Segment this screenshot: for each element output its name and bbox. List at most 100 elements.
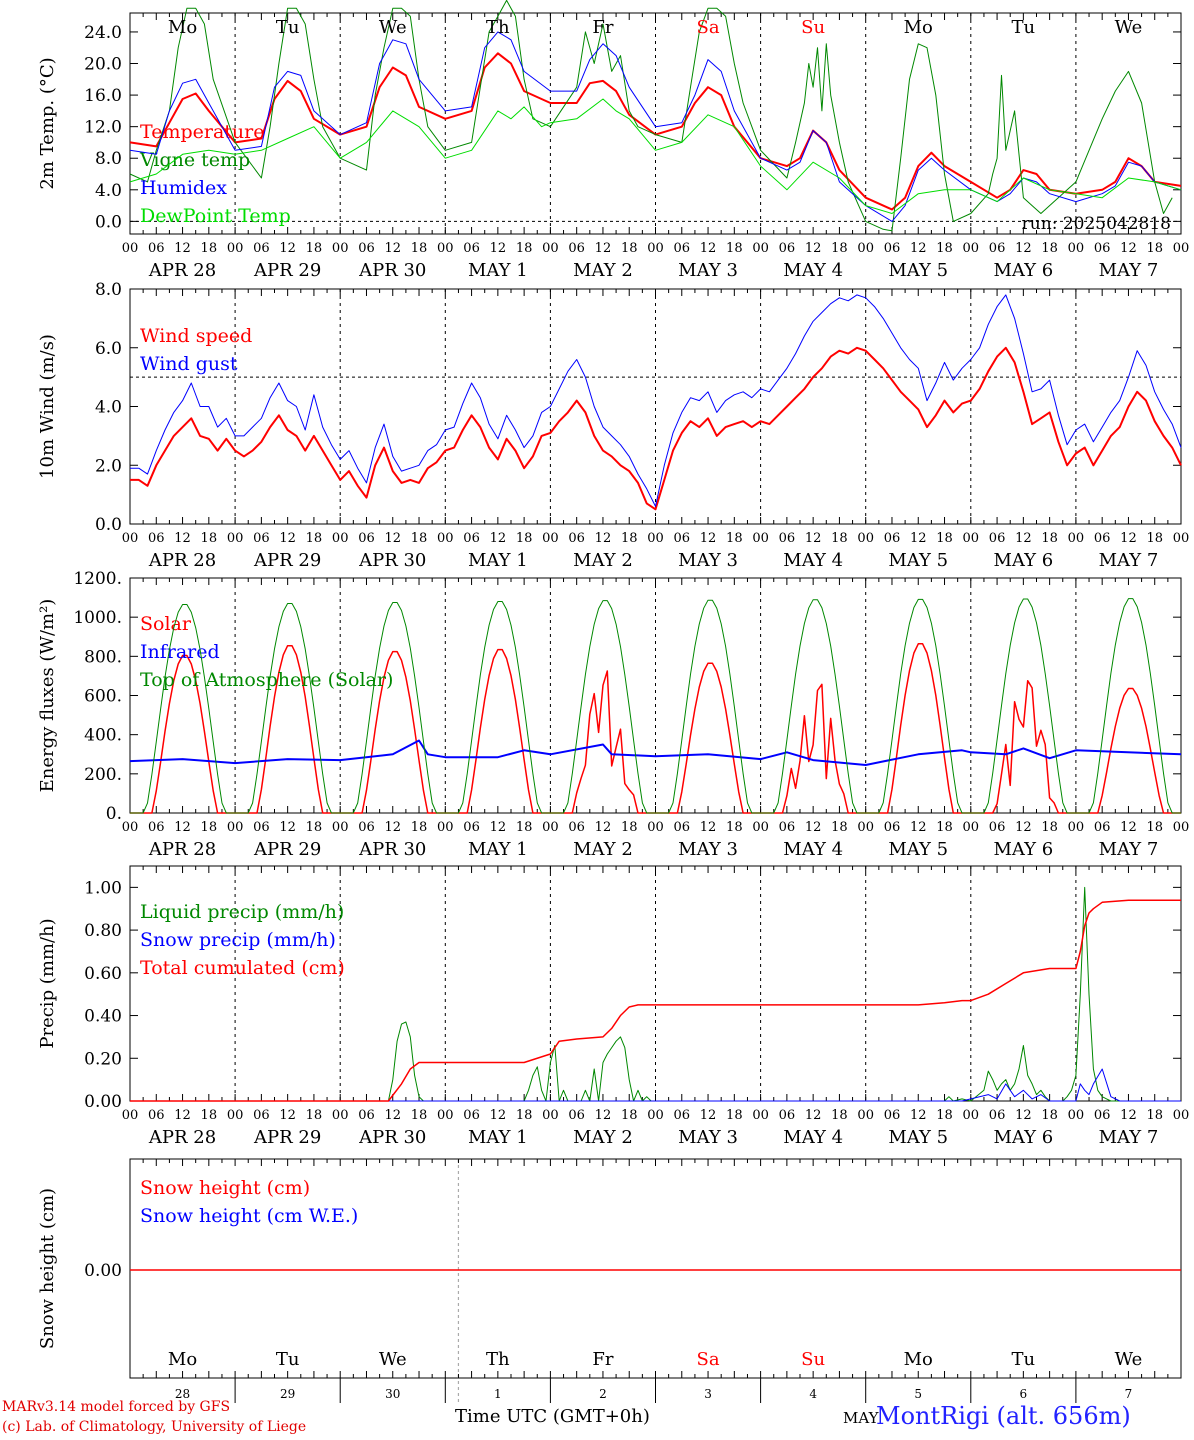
- wind-legend-0: Wind speed: [140, 325, 252, 347]
- precip-hour-label: 00: [1068, 1108, 1085, 1123]
- wind-hour-label: 18: [201, 531, 218, 546]
- wind-date-label: MAY 1: [468, 550, 528, 571]
- wind-ytick-label: 0.0: [95, 515, 122, 535]
- wind-hour-label: 12: [1015, 531, 1032, 546]
- energy-hour-label: 12: [1120, 820, 1137, 835]
- wind-date-label: MAY 6: [993, 550, 1053, 571]
- precip-hour-label: 00: [647, 1108, 664, 1123]
- precip-hour-label: 00: [857, 1108, 874, 1123]
- energy-hour-label: 18: [621, 820, 638, 835]
- wind-hour-label: 18: [1146, 531, 1163, 546]
- energy-ytick-label: 1000.: [73, 608, 122, 628]
- energy-hour-label: 12: [490, 820, 507, 835]
- snow-day-name: Mo: [168, 1349, 197, 1370]
- precip-hour-label: 06: [884, 1108, 901, 1123]
- precip-legend-2: Total cumulated (cm): [140, 957, 345, 979]
- temp-hour-label: 00: [857, 241, 874, 256]
- precip-hour-label: 00: [1173, 1108, 1190, 1123]
- temp-hour-label: 00: [647, 241, 664, 256]
- temp-legend-0: Temperature: [140, 121, 264, 143]
- snow-day-name: We: [1115, 1349, 1143, 1370]
- precip-date-label: MAY 3: [678, 1127, 738, 1148]
- wind-hour-label: 06: [253, 531, 270, 546]
- energy-hour-label: 12: [595, 820, 612, 835]
- energy-hour-label: 06: [674, 820, 691, 835]
- precip-date-label: MAY 2: [573, 1127, 633, 1148]
- precip-hour-label: 18: [516, 1108, 533, 1123]
- temp-date-label: APR 29: [253, 260, 321, 281]
- precip-hour-label: 12: [490, 1108, 507, 1123]
- precip-ytick-label: 0.20: [84, 1049, 122, 1069]
- energy-date-label: MAY 7: [1099, 839, 1159, 860]
- wind-hour-label: 06: [989, 531, 1006, 546]
- temp-hour-label: 06: [463, 241, 480, 256]
- precip-hour-label: 18: [726, 1108, 743, 1123]
- temp-ytick-label: 12.0: [84, 118, 122, 138]
- temp-series-2: [129, 31, 1182, 222]
- energy-hour-label: 12: [910, 820, 927, 835]
- energy-date-label: APR 30: [358, 839, 426, 860]
- precip-hour-label: 12: [1015, 1108, 1032, 1123]
- wind-hour-label: 06: [148, 531, 165, 546]
- precip-hour-label: 00: [963, 1108, 980, 1123]
- temp-hour-label: 12: [279, 241, 296, 256]
- temp-date-label: MAY 4: [783, 260, 843, 281]
- temp-hour-label: 18: [306, 241, 323, 256]
- energy-hour-label: 06: [253, 820, 270, 835]
- energy-date-label: MAY 1: [468, 839, 528, 860]
- wind-legend-1: Wind gust: [140, 353, 238, 375]
- temp-ytick-label: 4.0: [95, 181, 122, 201]
- energy-ytick-label: 400.: [84, 726, 122, 746]
- precip-date-label: MAY 7: [1099, 1127, 1159, 1148]
- wind-hour-label: 06: [463, 531, 480, 546]
- temp-hour-label: 00: [752, 241, 769, 256]
- temp-hour-label: 12: [174, 241, 191, 256]
- temp-frame: [129, 12, 1182, 235]
- wind-date-label: MAY 3: [678, 550, 738, 571]
- energy-hour-label: 18: [306, 820, 323, 835]
- energy-hour-label: 00: [752, 820, 769, 835]
- energy-hour-label: 06: [779, 820, 796, 835]
- wind-hour-label: 00: [437, 531, 454, 546]
- temp-hour-label: 12: [700, 241, 717, 256]
- temp-hour-label: 12: [805, 241, 822, 256]
- wind-ytick-label: 8.0: [95, 280, 122, 300]
- precip-hour-label: 12: [174, 1108, 191, 1123]
- wind-date-label: APR 28: [148, 550, 216, 571]
- wind-hour-label: 12: [174, 531, 191, 546]
- temp-hour-label: 06: [1094, 241, 1111, 256]
- snow-day-number: 30: [385, 1387, 400, 1401]
- temp-hour-label: 06: [989, 241, 1006, 256]
- wind-hour-label: 00: [122, 531, 139, 546]
- day-name-top: Su: [801, 17, 825, 38]
- precip-ytick-label: 0.80: [84, 921, 122, 941]
- temp-ytick-label: 8.0: [95, 149, 122, 169]
- temp-legend-3: DewPoint Temp: [140, 205, 291, 227]
- precip-hour-label: 18: [936, 1108, 953, 1123]
- snow-legend-1: Snow height (cm W.E.): [140, 1205, 358, 1227]
- wind-hour-label: 12: [595, 531, 612, 546]
- temp-date-label: MAY 3: [678, 260, 738, 281]
- snow-day-name: Su: [801, 1349, 825, 1370]
- precip-hour-label: 18: [411, 1108, 428, 1123]
- precip-hour-label: 00: [122, 1108, 139, 1123]
- wind-hour-label: 12: [700, 531, 717, 546]
- snow-day-number: 6: [1020, 1387, 1028, 1401]
- day-name-top: Sa: [697, 17, 720, 38]
- wind-date-label: APR 29: [253, 550, 321, 571]
- wind-ytick-label: 4.0: [95, 398, 122, 418]
- wind-hour-label: 00: [227, 531, 244, 546]
- temp-hour-label: 18: [621, 241, 638, 256]
- snow-day-number: 7: [1125, 1387, 1133, 1401]
- temp-hour-label: 18: [936, 241, 953, 256]
- temp-hour-label: 18: [411, 241, 428, 256]
- temp-ytick-label: 16.0: [84, 86, 122, 106]
- precip-date-label: MAY 4: [783, 1127, 843, 1148]
- energy-legend-1: Infrared: [140, 641, 220, 663]
- precip-hour-label: 06: [779, 1108, 796, 1123]
- energy-hour-label: 18: [726, 820, 743, 835]
- snow-day-number: 28: [175, 1387, 190, 1401]
- footer-month: MAY: [843, 1409, 879, 1427]
- precip-ytick-label: 0.40: [84, 1007, 122, 1027]
